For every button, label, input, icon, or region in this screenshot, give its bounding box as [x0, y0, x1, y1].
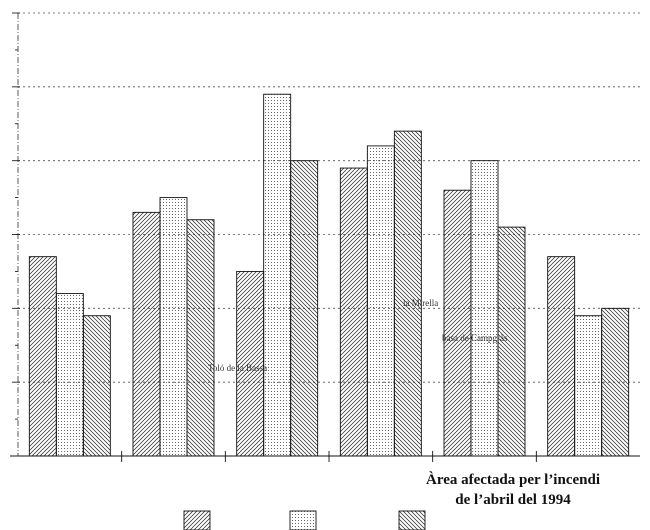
- bar-group-3-series-1: [236, 270, 265, 457]
- caption-line-2: de l’abril del 1994: [455, 492, 571, 508]
- bar-group-3-series-3: [290, 160, 319, 457]
- axes: [10, 12, 640, 462]
- caption-line-1: Àrea afectada per l’incendi: [425, 472, 600, 488]
- bar-group-2-series-3: [186, 219, 215, 457]
- bar-group-2-series-1: [132, 211, 161, 457]
- legend-swatch-1: [183, 510, 211, 530]
- bar-group-2-series-2: [159, 197, 188, 457]
- bar-group-5-series-1: [443, 189, 472, 457]
- annotation-la-mirella: la Mirella: [403, 298, 439, 308]
- bar-group-4-series-3: [393, 130, 422, 457]
- bar-group-6-series-3: [601, 307, 630, 457]
- bar-group-5-series-2: [470, 160, 499, 457]
- bar-group-1-series-1: [28, 256, 57, 457]
- legend-swatch-2: [289, 510, 317, 530]
- annotation-tolo-de-la-bassa: Toló de la Bassa: [208, 363, 268, 373]
- bar-group-1-series-3: [82, 315, 111, 457]
- bar-group-5-series-3: [497, 226, 526, 457]
- legend: [183, 510, 426, 530]
- legend-swatch-3: [398, 510, 426, 530]
- gridlines: [18, 12, 640, 383]
- bar-group-4-series-1: [339, 167, 368, 457]
- bar-group-6-series-1: [547, 256, 576, 457]
- bar-group-1-series-2: [55, 293, 84, 457]
- bar-group-6-series-2: [574, 315, 603, 457]
- bar-group-4-series-2: [366, 145, 395, 457]
- bar-group-3-series-2: [263, 93, 292, 457]
- bars: [28, 93, 630, 457]
- chart-caption: Àrea afectada per l’incendi de l’abril d…: [388, 470, 638, 510]
- annotation-basa-de-campgras: basa de Campgràs: [442, 333, 508, 343]
